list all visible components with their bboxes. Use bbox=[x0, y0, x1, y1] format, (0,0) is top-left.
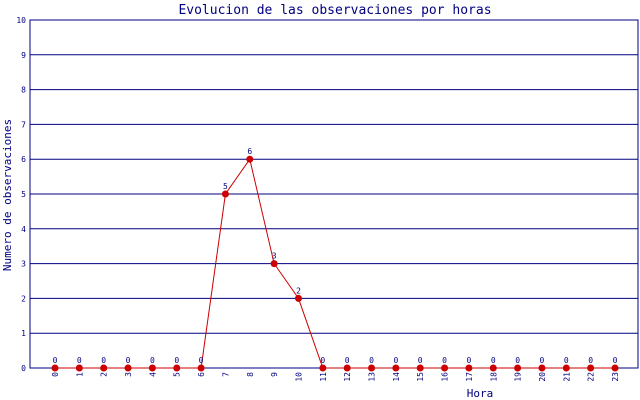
data-point bbox=[173, 364, 181, 372]
data-point bbox=[562, 364, 570, 372]
x-tick-label: 8 bbox=[246, 372, 255, 377]
x-tick-label: 18 bbox=[489, 372, 498, 382]
data-label: 0 bbox=[466, 356, 471, 365]
y-tick-label: 6 bbox=[21, 155, 26, 164]
x-tick-label: 12 bbox=[343, 372, 352, 382]
x-tick-label: 4 bbox=[148, 372, 157, 377]
y-tick-label: 9 bbox=[21, 51, 26, 60]
data-point bbox=[587, 364, 595, 372]
y-tick-label: 1 bbox=[21, 329, 26, 338]
series-line bbox=[55, 157, 615, 369]
y-tick-label: 5 bbox=[21, 190, 26, 199]
y-tick-labels: 0 1 2 3 4 5 6 7 8 9 10 bbox=[16, 16, 26, 373]
data-label: 5 bbox=[223, 182, 228, 191]
data-label: 0 bbox=[393, 356, 398, 365]
y-tick-label: 3 bbox=[21, 260, 26, 269]
data-point bbox=[514, 364, 522, 372]
data-label: 0 bbox=[613, 356, 618, 365]
data-label: 0 bbox=[515, 356, 520, 365]
data-label: 0 bbox=[199, 356, 204, 365]
data-label: 0 bbox=[564, 356, 569, 365]
x-tick-label: 14 bbox=[392, 372, 401, 382]
data-label: 2 bbox=[296, 286, 301, 295]
data-label: 0 bbox=[540, 356, 545, 365]
data-label: 0 bbox=[418, 356, 423, 365]
y-tick-label: 10 bbox=[16, 16, 26, 25]
chart-title: Evolucion de las observaciones por horas bbox=[178, 3, 491, 18]
data-point bbox=[538, 364, 546, 372]
data-label: 0 bbox=[101, 356, 106, 365]
data-point bbox=[75, 364, 83, 372]
y-tick-label: 0 bbox=[21, 364, 26, 373]
data-point bbox=[343, 364, 351, 372]
y-tick-label: 7 bbox=[21, 120, 26, 129]
data-point bbox=[270, 260, 278, 268]
data-label: 0 bbox=[588, 356, 593, 365]
x-tick-label: 23 bbox=[611, 372, 620, 382]
x-tick-label: 0 bbox=[51, 372, 60, 377]
data-point bbox=[441, 364, 449, 372]
y-tick-label: 8 bbox=[21, 86, 26, 95]
data-point bbox=[246, 155, 254, 163]
data-label: 0 bbox=[150, 356, 155, 365]
x-tick-label: 3 bbox=[124, 372, 133, 377]
x-tick-label: 20 bbox=[538, 372, 547, 382]
data-point bbox=[368, 364, 376, 372]
x-tick-labels: 0 1 2 3 4 5 6 7 8 9 10 11 12 13 14 15 16 17 18 19 20 21 22 23 bbox=[51, 372, 620, 382]
x-tick-label: 13 bbox=[368, 372, 377, 382]
x-tick-label: 21 bbox=[562, 372, 571, 382]
data-point bbox=[392, 364, 400, 372]
y-tick-label: 4 bbox=[21, 225, 26, 234]
data-point bbox=[489, 364, 497, 372]
data-point bbox=[416, 364, 424, 372]
data-point bbox=[319, 364, 327, 372]
data-point bbox=[51, 364, 59, 372]
x-tick-label: 6 bbox=[197, 372, 206, 377]
data-point bbox=[197, 364, 205, 372]
data-point bbox=[124, 364, 132, 372]
data-label: 3 bbox=[272, 252, 277, 261]
x-axis-label: Hora bbox=[467, 387, 494, 400]
series bbox=[51, 155, 619, 372]
x-tick-label: 19 bbox=[514, 372, 523, 382]
data-label: 0 bbox=[369, 356, 374, 365]
grid bbox=[29, 19, 639, 369]
data-label: 0 bbox=[345, 356, 350, 365]
x-tick-label: 2 bbox=[100, 372, 109, 377]
data-label: 0 bbox=[320, 356, 325, 365]
data-label: 0 bbox=[53, 356, 58, 365]
x-tick-label: 16 bbox=[441, 372, 450, 382]
data-point bbox=[294, 294, 302, 302]
x-tick-label: 5 bbox=[173, 372, 182, 377]
data-label: 0 bbox=[126, 356, 131, 365]
data-point bbox=[465, 364, 473, 372]
data-label: 0 bbox=[491, 356, 496, 365]
y-tick-label: 2 bbox=[21, 294, 26, 303]
x-tick-label: 1 bbox=[75, 372, 84, 377]
x-tick-label: 17 bbox=[465, 372, 474, 382]
data-label: 6 bbox=[247, 147, 252, 156]
data-point bbox=[611, 364, 619, 372]
data-point bbox=[100, 364, 108, 372]
data-point bbox=[221, 190, 229, 198]
x-tick-label: 15 bbox=[416, 372, 425, 382]
x-tick-label: 9 bbox=[270, 372, 279, 377]
y-axis-label: Numero de observaciones bbox=[1, 119, 14, 271]
data-point bbox=[148, 364, 156, 372]
x-tick-label: 22 bbox=[587, 372, 596, 382]
x-tick-label: 7 bbox=[221, 372, 230, 377]
x-tick-label: 11 bbox=[319, 372, 328, 382]
data-label: 0 bbox=[442, 356, 447, 365]
data-labels: 0 0 0 0 0 0 0 5 6 3 2 0 0 0 0 0 0 0 0 0 0 0 0 0 bbox=[53, 147, 618, 365]
data-label: 0 bbox=[174, 356, 179, 365]
data-label: 0 bbox=[77, 356, 82, 365]
x-tick-label: 10 bbox=[294, 372, 303, 382]
